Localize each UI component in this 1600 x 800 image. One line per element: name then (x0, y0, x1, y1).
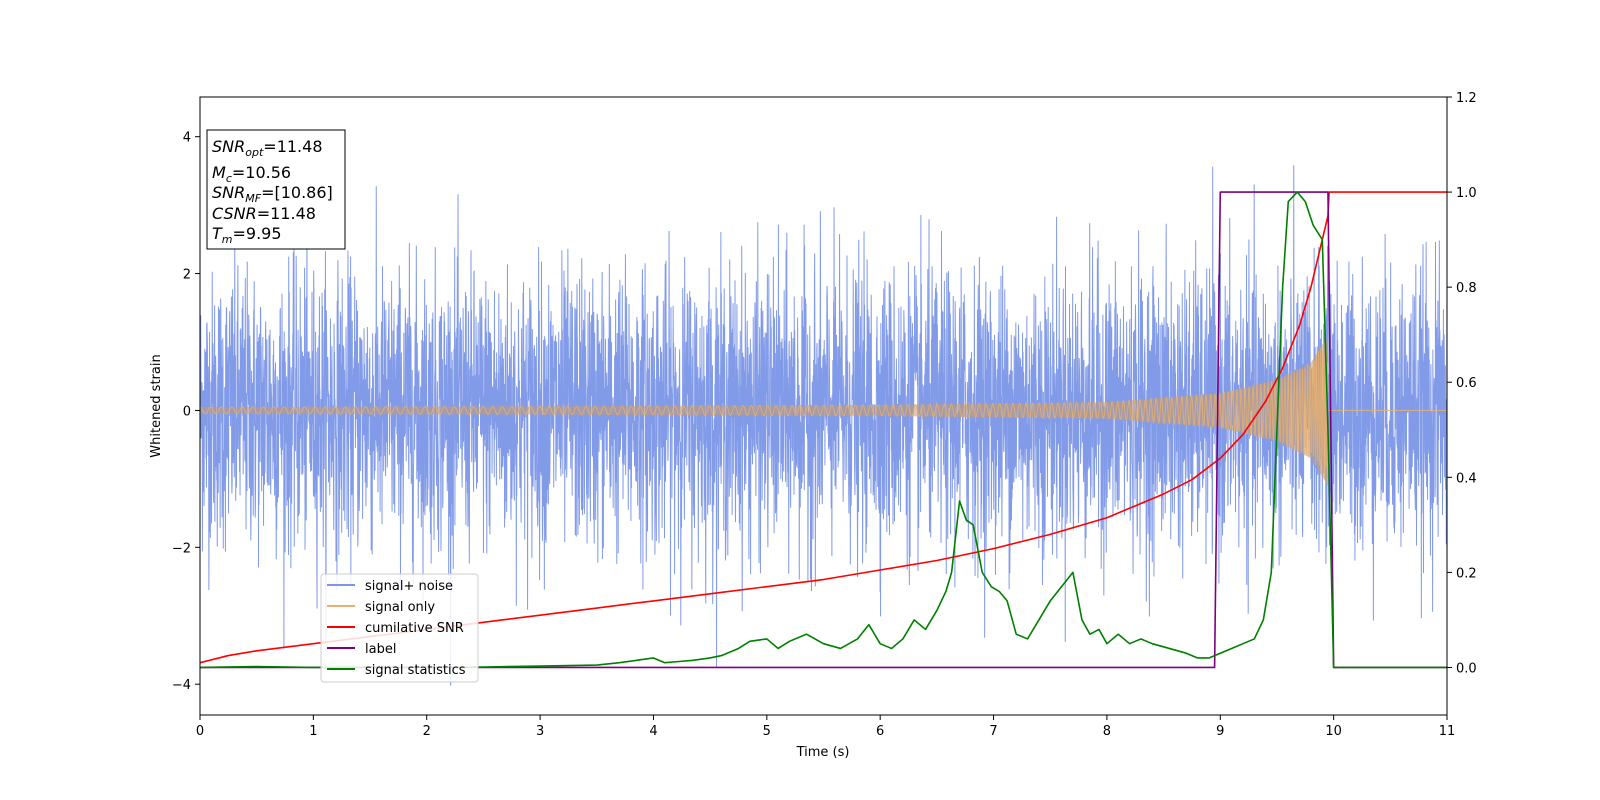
annotation-symbol: SNR (212, 137, 245, 156)
x-tick-label: 7 (989, 724, 997, 739)
annotation-line: Mc=10.56 (212, 163, 291, 185)
x-axis: 0 1 2 3 4 5 6 7 8 9 10 11 (196, 715, 1455, 739)
annotation-value: =11.48 (263, 137, 322, 156)
y-tick-label: −4 (172, 678, 191, 693)
x-tick-label: 2 (423, 724, 431, 739)
y2-tick-label: 1.2 (1456, 91, 1477, 106)
x-axis-label: Time (s) (796, 745, 850, 760)
annotation-line: SNRopt=11.48 (212, 137, 323, 159)
series-line-signal-only (200, 342, 1329, 484)
y-tick-label: −2 (172, 541, 191, 556)
x-tick-label: 3 (536, 724, 544, 739)
y2-tick-label: 0.8 (1456, 281, 1477, 296)
annotation-frame (206, 129, 346, 250)
series-line-signal-statistics (200, 191, 1447, 669)
x-tick-label: 0 (196, 724, 204, 739)
annotation-subscript: MF (245, 192, 261, 205)
annotation-value: =10.56 (232, 163, 291, 182)
x-tick-label: 5 (763, 724, 771, 739)
x-tick-label: 10 (1325, 724, 1342, 739)
y2-tick-label: 0.0 (1456, 661, 1477, 676)
annotation-subscript: opt (245, 146, 264, 159)
x-tick-label: 1 (309, 724, 317, 739)
annotation-symbol: M (212, 163, 226, 182)
y2-tick-label: 1.0 (1456, 186, 1477, 201)
annotation-value: =9.95 (233, 224, 282, 243)
legend-label: label (365, 642, 396, 657)
y-axis-label: Whitened strain (149, 354, 164, 457)
annotation-symbol: T (212, 224, 223, 243)
annotation-value: =11.48 (257, 204, 316, 223)
y2-tick-label: 0.6 (1456, 376, 1477, 391)
y-tick-label: 4 (183, 131, 191, 146)
y-axis-right: 0.0 0.2 0.4 0.6 0.8 1.0 1.2 (1447, 91, 1477, 676)
annotation-box: SNRopt=11.48Mc=10.56SNRMF=[10.86]CSNR=11… (206, 129, 346, 250)
annotation-line: Tm=9.95 (212, 224, 282, 246)
annotation-subscript: c (226, 172, 232, 185)
plot-frame (199, 96, 1448, 716)
y-tick-label: 0 (183, 404, 191, 419)
annotation-line: CSNR=11.48 (212, 204, 316, 223)
y-axis-left: −4 −2 0 2 4 (172, 131, 200, 693)
legend-label: signal+ noise (365, 579, 453, 594)
y2-tick-label: 0.4 (1456, 471, 1477, 486)
legend-frame (320, 573, 479, 683)
annotation-symbol: SNR (212, 183, 245, 202)
annotation-symbol: CSNR (212, 204, 257, 223)
x-tick-label: 9 (1216, 724, 1224, 739)
y2-tick-label: 0.2 (1456, 566, 1477, 581)
legend-label: cumilative SNR (365, 621, 464, 636)
legend-label: signal statistics (365, 663, 466, 678)
x-tick-label: 4 (649, 724, 657, 739)
series-fill-signal-only (200, 335, 1328, 486)
legend-label: signal only (365, 600, 435, 615)
annotation-subscript: m (222, 233, 233, 246)
annotation-line: SNRMF=[10.86] (212, 183, 333, 205)
legend: signal+ noise signal only cumilative SNR la… (320, 573, 479, 683)
x-tick-label: 6 (876, 724, 884, 739)
annotation-value: =[10.86] (261, 183, 333, 202)
x-tick-label: 11 (1439, 724, 1456, 739)
y-tick-label: 2 (183, 268, 191, 283)
x-tick-label: 8 (1103, 724, 1111, 739)
